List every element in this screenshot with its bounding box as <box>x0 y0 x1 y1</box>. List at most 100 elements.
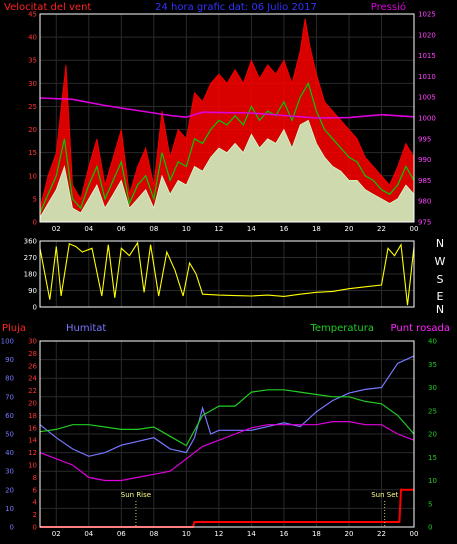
rain-ytick-30: 30 <box>28 338 37 346</box>
p3-xtick-12: 12 <box>214 530 223 538</box>
panel2-frame <box>39 240 415 308</box>
pressure-ytick-1010: 1010 <box>418 73 436 81</box>
p1-xtick-16: 16 <box>279 225 288 233</box>
rain-label: Pluja <box>2 323 26 334</box>
wind-direction-line <box>39 241 415 306</box>
p3-xtick-22: 22 <box>377 530 386 538</box>
temperature-ytick-40: 40 <box>428 338 437 346</box>
panel1-frame <box>39 13 415 223</box>
p3-xtick-16: 16 <box>279 530 288 538</box>
pressure-ytick-1020: 1020 <box>418 31 436 39</box>
dir-label-s: S <box>437 273 444 286</box>
p1-xtick-00: 00 <box>410 225 419 233</box>
temperature-ytick-20: 20 <box>428 431 437 439</box>
chart-title: 24 hora grafic dat: 06 Julio 2017 <box>155 2 317 13</box>
pressure-ytick-1005: 1005 <box>418 94 436 102</box>
p1-xtick-14: 14 <box>247 225 256 233</box>
pressure-ytick-990: 990 <box>418 156 431 164</box>
p1-xtick-06: 06 <box>117 225 126 233</box>
p1-xtick-22: 22 <box>377 225 386 233</box>
humidity-ytick-50: 50 <box>5 431 14 439</box>
humidity-ytick-30: 30 <box>5 468 14 476</box>
temperature-ytick-25: 25 <box>428 407 437 415</box>
p3-xtick-18: 18 <box>312 530 321 538</box>
rain-ytick-4: 4 <box>33 499 38 507</box>
rain-ytick-0: 0 <box>33 524 37 532</box>
rain-ytick-24: 24 <box>28 375 37 383</box>
p3-xtick-02: 02 <box>52 530 61 538</box>
p3-xtick-00: 00 <box>410 530 419 538</box>
temperature-ytick-35: 35 <box>428 361 437 369</box>
dir-label-w: W <box>435 255 446 268</box>
panel3-frame <box>39 340 415 528</box>
wind-ytick-35: 35 <box>28 57 37 65</box>
pressure-ytick-975: 975 <box>418 219 431 227</box>
p1-xtick-18: 18 <box>312 225 321 233</box>
header-left-label: Velocitat del vent <box>4 2 91 13</box>
temperature-ytick-15: 15 <box>428 454 437 462</box>
rain-ytick-22: 22 <box>28 387 37 395</box>
wind-average-area <box>39 119 415 223</box>
rain-ytick-6: 6 <box>33 486 38 494</box>
p3-xtick-04: 04 <box>84 530 93 538</box>
p3-xtick-10: 10 <box>182 530 191 538</box>
direction-ytick-270: 270 <box>24 254 37 262</box>
dewpoint-line <box>39 421 415 482</box>
rain-ytick-14: 14 <box>28 437 37 445</box>
rain-ytick-16: 16 <box>28 424 37 432</box>
pressure-ytick-995: 995 <box>418 135 431 143</box>
sunrise-label: Sun Rise <box>121 491 151 499</box>
wind-ytick-30: 30 <box>28 80 37 88</box>
p1-xtick-08: 08 <box>149 225 158 233</box>
temperature-label: Temperatura <box>309 323 374 334</box>
humidity-ytick-100: 100 <box>1 338 14 346</box>
wind-ytick-0: 0 <box>33 219 37 227</box>
temperature-ytick-5: 5 <box>428 500 432 508</box>
dir-label-e: E <box>437 290 444 303</box>
rain-ytick-20: 20 <box>28 400 37 408</box>
pressure-line <box>39 97 415 119</box>
pressure-ytick-985: 985 <box>418 177 431 185</box>
humidity-ytick-60: 60 <box>5 412 14 420</box>
humidity-ytick-80: 80 <box>5 375 14 383</box>
header-right-label: Pressió <box>371 1 406 13</box>
wind-ytick-15: 15 <box>28 149 37 157</box>
direction-ytick-90: 90 <box>28 287 37 295</box>
rain-ytick-10: 10 <box>28 462 37 470</box>
wind-ytick-25: 25 <box>28 103 37 111</box>
p3-xtick-08: 08 <box>149 530 158 538</box>
p3-xtick-06: 06 <box>117 530 126 538</box>
p1-xtick-02: 02 <box>52 225 61 233</box>
p3-xtick-14: 14 <box>247 530 256 538</box>
dewpoint-label: Punt rosada <box>391 323 450 334</box>
rain-ytick-18: 18 <box>28 412 37 420</box>
humidity-ytick-10: 10 <box>5 505 14 513</box>
rain-ytick-28: 28 <box>28 350 37 358</box>
rain-ytick-12: 12 <box>28 449 37 457</box>
wind-ytick-10: 10 <box>28 172 37 180</box>
dir-label-n-bottom: N <box>436 303 444 316</box>
wind-speed-line <box>39 81 415 214</box>
direction-ytick-360: 360 <box>24 238 37 246</box>
pressure-ytick-980: 980 <box>418 198 431 206</box>
direction-ytick-180: 180 <box>24 271 37 279</box>
temperature-ytick-10: 10 <box>428 477 437 485</box>
rain-ytick-8: 8 <box>33 474 37 482</box>
temperature-line <box>39 389 415 447</box>
wind-ytick-5: 5 <box>33 195 37 203</box>
direction-ytick-0: 0 <box>33 304 37 312</box>
humidity-line <box>39 355 415 457</box>
p1-xtick-12: 12 <box>214 225 223 233</box>
wind-ytick-20: 20 <box>28 126 37 134</box>
p1-xtick-10: 10 <box>182 225 191 233</box>
p1-xtick-20: 20 <box>344 225 353 233</box>
humidity-ytick-20: 20 <box>5 486 14 494</box>
rain-ytick-26: 26 <box>28 362 37 370</box>
pressure-ytick-1025: 1025 <box>418 11 436 19</box>
wind-ytick-40: 40 <box>28 34 37 42</box>
sunset-label: Sun Set <box>371 491 398 499</box>
humidity-ytick-0: 0 <box>10 524 14 532</box>
pressure-ytick-1000: 1000 <box>418 115 436 123</box>
humidity-label: Humitat <box>66 323 106 334</box>
